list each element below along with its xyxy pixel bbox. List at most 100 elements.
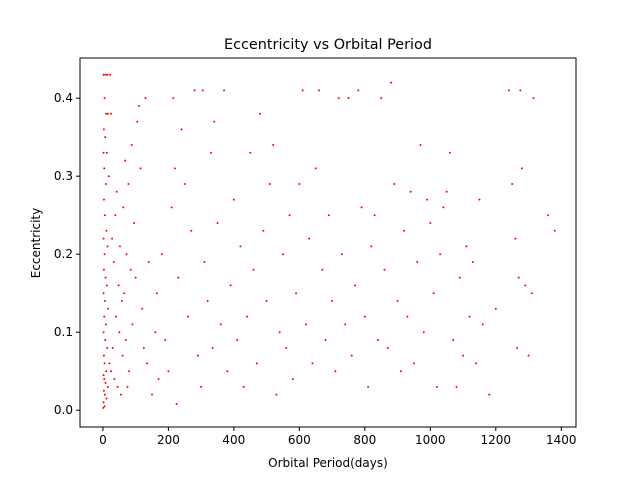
x-tick-label: 1400 xyxy=(546,433,577,447)
data-point xyxy=(314,167,317,170)
data-point xyxy=(193,89,196,92)
data-point xyxy=(475,362,478,365)
data-point xyxy=(118,331,121,334)
data-point xyxy=(144,97,147,100)
data-point xyxy=(115,315,118,318)
data-point xyxy=(104,73,107,76)
data-point xyxy=(262,229,265,232)
data-point xyxy=(373,214,376,217)
data-point xyxy=(102,292,105,295)
data-point xyxy=(106,385,109,388)
data-point xyxy=(103,405,106,408)
data-point xyxy=(331,300,334,303)
data-point xyxy=(211,346,214,349)
data-point xyxy=(278,331,281,334)
data-point xyxy=(354,284,357,287)
data-point xyxy=(123,292,126,295)
data-point xyxy=(516,346,519,349)
data-point xyxy=(190,229,193,232)
data-point xyxy=(216,222,219,224)
data-point xyxy=(432,292,435,295)
data-point xyxy=(173,167,176,170)
data-point xyxy=(124,159,127,162)
data-point xyxy=(321,268,324,271)
data-point xyxy=(102,354,105,357)
data-point xyxy=(111,346,114,349)
y-tick-label: 0.3 xyxy=(54,169,73,183)
axis-ticks: 0 200 400 600 800 1000 1200 1400 0.0 0.1 0.2 0.3 0.4 xyxy=(54,91,577,447)
data-point xyxy=(183,182,186,185)
data-point xyxy=(380,97,383,100)
data-point xyxy=(155,292,158,295)
data-point xyxy=(107,307,110,310)
data-point xyxy=(180,128,183,131)
data-point xyxy=(120,300,123,303)
data-point xyxy=(360,206,363,209)
data-point xyxy=(187,315,190,318)
data-point xyxy=(126,385,129,388)
data-point xyxy=(422,331,425,334)
data-point xyxy=(245,315,248,318)
data-point xyxy=(412,362,415,365)
data-point xyxy=(409,190,412,193)
data-point xyxy=(334,370,337,373)
data-point xyxy=(146,362,149,365)
data-point xyxy=(154,331,157,334)
y-tick-label: 0.0 xyxy=(54,403,73,417)
y-tick-label: 0.1 xyxy=(54,325,73,339)
data-point xyxy=(295,292,298,295)
data-point xyxy=(160,253,163,256)
data-point xyxy=(298,182,301,185)
x-tick-label: 0 xyxy=(99,433,107,447)
data-point xyxy=(116,385,119,388)
data-point xyxy=(106,346,109,349)
plot-frame xyxy=(79,57,577,428)
data-point xyxy=(419,143,422,146)
data-point xyxy=(102,198,105,201)
x-tick-label: 200 xyxy=(157,433,180,447)
y-axis-label: Eccentricity xyxy=(29,208,43,278)
data-point xyxy=(429,222,432,224)
data-point xyxy=(488,393,491,396)
data-point xyxy=(393,182,396,185)
data-point xyxy=(177,276,180,279)
data-point xyxy=(465,245,468,248)
x-tick-label: 1000 xyxy=(415,433,446,447)
data-point xyxy=(458,276,461,279)
data-point xyxy=(252,268,255,271)
data-point xyxy=(367,385,370,388)
data-point xyxy=(142,346,145,349)
data-point xyxy=(114,214,117,217)
data-point xyxy=(527,354,530,357)
chart-title: Eccentricity vs Orbital Period xyxy=(224,37,432,53)
data-point xyxy=(524,284,527,287)
data-point xyxy=(530,292,533,295)
data-point xyxy=(103,97,106,100)
data-point xyxy=(370,245,373,248)
x-axis-label: Orbital Period(days) xyxy=(268,456,388,470)
data-point xyxy=(103,214,106,217)
data-point xyxy=(121,354,124,357)
data-point xyxy=(119,393,122,396)
data-point xyxy=(481,323,484,326)
data-point xyxy=(468,315,471,318)
data-point xyxy=(337,97,340,100)
data-point xyxy=(102,374,105,377)
data-point xyxy=(102,237,105,240)
x-tick-label: 600 xyxy=(288,433,311,447)
data-point xyxy=(324,339,327,342)
data-point xyxy=(386,346,389,349)
y-tick-label: 0.4 xyxy=(54,91,73,105)
data-point xyxy=(383,268,386,271)
data-point xyxy=(448,151,451,154)
data-point xyxy=(239,245,242,248)
data-point xyxy=(102,128,105,131)
data-point xyxy=(172,97,175,100)
data-point xyxy=(340,253,343,256)
data-point xyxy=(117,284,120,287)
x-tick-label: 400 xyxy=(222,433,245,447)
data-point xyxy=(106,112,109,115)
data-point xyxy=(167,370,170,373)
data-point xyxy=(133,222,136,224)
data-point xyxy=(242,385,245,388)
